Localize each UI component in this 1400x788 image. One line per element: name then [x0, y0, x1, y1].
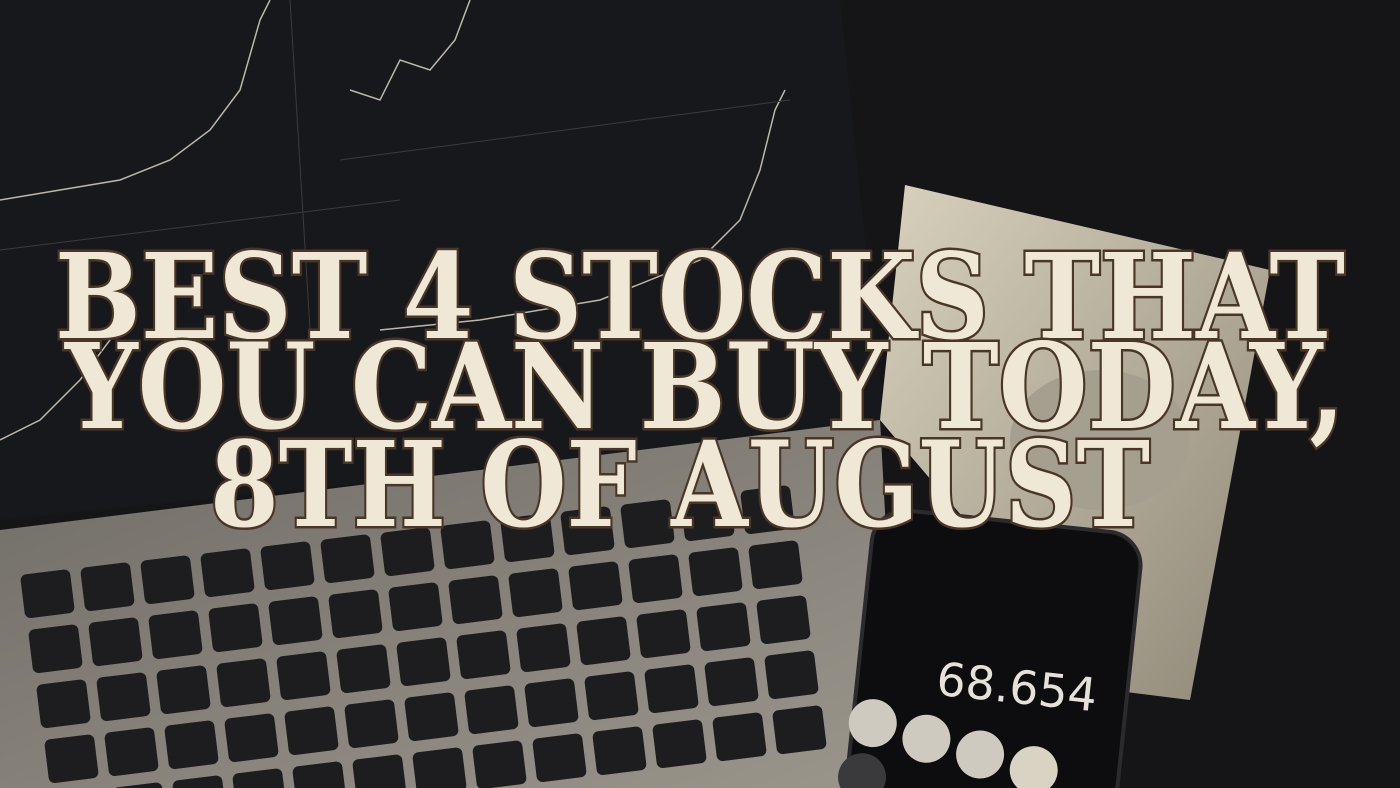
calc-key	[956, 730, 1005, 779]
key	[224, 713, 279, 762]
key	[44, 734, 99, 783]
key	[156, 665, 211, 714]
key	[232, 768, 287, 788]
key	[644, 664, 699, 713]
key	[88, 617, 143, 666]
key	[592, 726, 647, 775]
key	[756, 595, 811, 644]
key	[292, 761, 347, 788]
key	[388, 582, 443, 631]
key	[560, 506, 615, 555]
key	[404, 692, 459, 741]
key	[764, 650, 819, 699]
key	[284, 706, 339, 755]
smartphone: 68.654	[838, 508, 1143, 788]
key	[352, 754, 407, 788]
key	[508, 568, 563, 617]
key	[216, 658, 271, 707]
key	[344, 699, 399, 748]
key	[568, 561, 623, 610]
keys	[20, 485, 827, 788]
key	[740, 485, 795, 534]
title-line: BEST 4 STOCKS THAT	[55, 227, 1345, 366]
screen-charts	[0, 0, 786, 441]
key	[140, 555, 195, 604]
key	[516, 623, 571, 672]
phone-body	[842, 508, 1143, 788]
calc-key	[1009, 746, 1058, 788]
key	[680, 492, 735, 541]
key	[80, 562, 135, 611]
coin	[1010, 370, 1190, 510]
title-line: 8TH OF AUGUST	[210, 415, 1150, 554]
key	[712, 712, 767, 761]
key	[636, 609, 691, 658]
key	[532, 733, 587, 782]
key	[328, 589, 383, 638]
key	[260, 541, 315, 590]
key	[584, 671, 639, 720]
key	[620, 499, 675, 548]
calc-key	[848, 699, 897, 748]
key	[104, 727, 159, 776]
calc-key	[838, 753, 887, 788]
key	[472, 740, 527, 788]
key	[208, 603, 263, 652]
key	[412, 747, 467, 788]
key	[20, 569, 75, 618]
key	[96, 672, 151, 721]
calc-key	[902, 714, 951, 763]
key	[652, 719, 707, 768]
title-line: YOU CAN BUY TODAY,	[63, 317, 1345, 456]
key	[440, 520, 495, 569]
key	[36, 679, 91, 728]
key	[200, 548, 255, 597]
key	[336, 644, 391, 693]
key	[320, 534, 375, 583]
laptop-screen	[0, 0, 885, 520]
key	[380, 527, 435, 576]
key	[268, 596, 323, 645]
key	[148, 610, 203, 659]
key	[688, 547, 743, 596]
key	[164, 720, 219, 769]
key	[704, 657, 759, 706]
key	[772, 705, 827, 754]
key	[464, 685, 519, 734]
key	[576, 616, 631, 665]
key	[696, 602, 751, 651]
key	[748, 540, 803, 589]
key	[524, 678, 579, 727]
key	[500, 513, 555, 562]
key	[448, 575, 503, 624]
key	[276, 651, 331, 700]
key	[28, 624, 83, 673]
key	[396, 637, 451, 686]
screen-dividers	[0, 0, 791, 331]
key	[456, 630, 511, 679]
key	[628, 554, 683, 603]
